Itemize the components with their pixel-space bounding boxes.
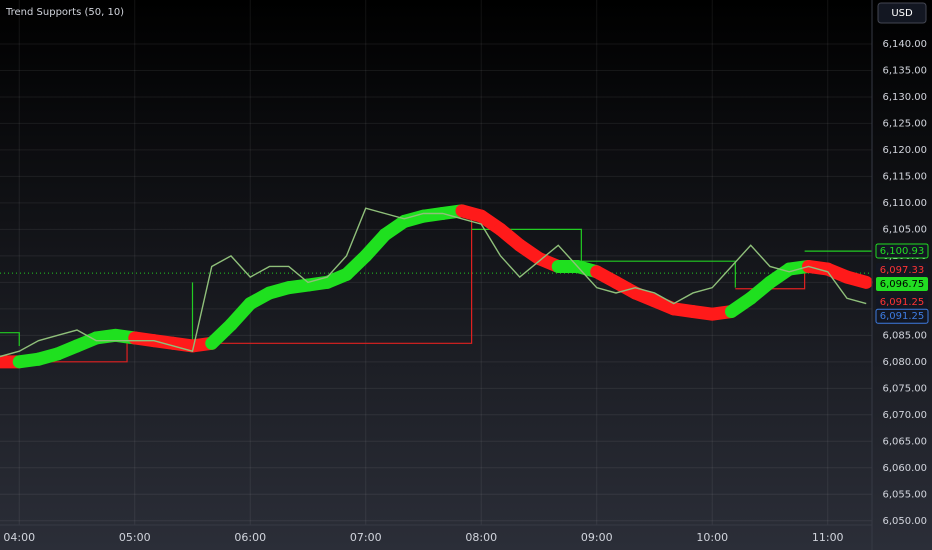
price-tag [876, 295, 928, 310]
y-tick-label: 6,140.00 [882, 39, 927, 50]
support-line [0, 228, 872, 346]
price-tag-label: 6,091.25 [880, 297, 925, 308]
y-tick-label: 6,085.00 [882, 330, 927, 341]
y-tick-label: 6,055.00 [882, 489, 927, 500]
price-tag [876, 263, 928, 278]
x-tick-label: 07:00 [350, 531, 382, 544]
x-tick-label: 10:00 [696, 531, 728, 544]
price-tag-label: 6,091.25 [880, 311, 925, 322]
y-tick-label: 6,065.00 [882, 436, 927, 447]
y-tick-label: 6,105.00 [882, 224, 927, 235]
y-tick-label: 6,075.00 [882, 383, 927, 394]
y-tick-label: 6,120.00 [882, 145, 927, 156]
currency-label[interactable]: USD [891, 8, 913, 19]
x-tick-label: 08:00 [465, 531, 497, 544]
y-tick-label: 6,070.00 [882, 410, 927, 421]
price-tag [876, 277, 928, 292]
y-tick-label: 6,130.00 [882, 92, 927, 103]
price-tag-label: 6,097.33 [880, 265, 925, 276]
y-tick-label: 6,080.00 [882, 357, 927, 368]
trend-band [840, 270, 873, 289]
price-tag-label: 6,096.75 [880, 279, 925, 290]
x-tick-label: 11:00 [812, 531, 844, 544]
y-tick-label: 6,110.00 [882, 198, 927, 209]
x-tick-label: 06:00 [234, 531, 266, 544]
y-tick-label: 6,060.00 [882, 463, 927, 474]
x-tick-label: 04:00 [3, 531, 35, 544]
grid [0, 0, 872, 525]
indicator-title: Trend Supports (50, 10) [5, 7, 124, 18]
price-tag [875, 308, 929, 324]
axes: 6,050.00 6,055.00 6,060.00 6,065.00 6,070.00… [3, 39, 929, 544]
x-tick-label: 09:00 [581, 531, 613, 544]
x-tick-label: 05:00 [119, 531, 151, 544]
y-tick-label: 6,050.00 [882, 516, 927, 527]
price-tag-label: 6,100.93 [880, 246, 925, 257]
y-tick-label: 6,115.00 [882, 171, 927, 182]
price-line [0, 207, 867, 358]
price-tag [875, 243, 929, 259]
y-tick-label: 6,135.00 [882, 65, 927, 76]
y-tick-label: 6,125.00 [882, 118, 927, 129]
currency-button[interactable] [877, 2, 927, 24]
plot [0, 204, 873, 369]
